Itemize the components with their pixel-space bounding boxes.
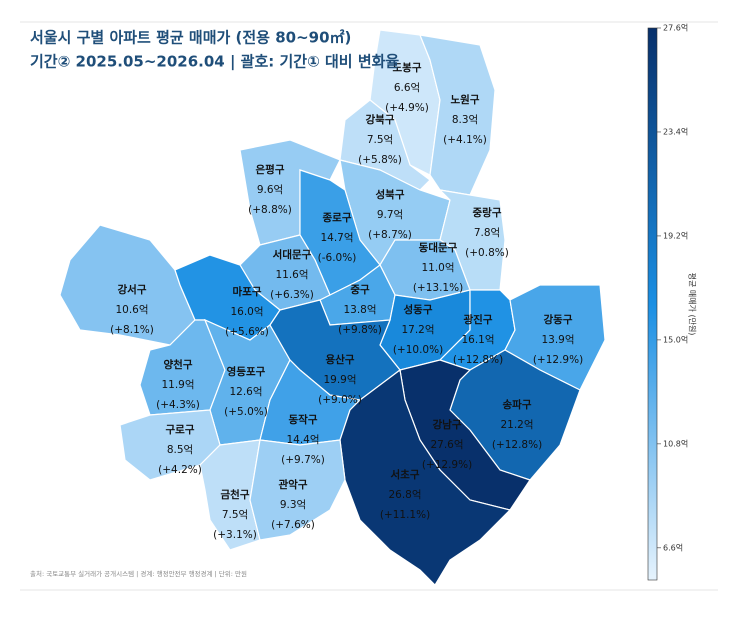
district <box>419 34 496 196</box>
district-name: 강북구 <box>366 113 395 126</box>
district-value: 7.8억 <box>474 227 500 239</box>
district-value: 16.0억 <box>230 306 263 318</box>
district-change: (+13.1%) <box>413 282 463 294</box>
district-change: (+12.8%) <box>492 439 542 451</box>
district-value: 19.9억 <box>323 374 356 386</box>
district-value: 27.6억 <box>430 439 463 451</box>
district-change: (+0.8%) <box>465 247 509 259</box>
colorbar-label: 평균 매매가 (만원) <box>688 273 698 336</box>
district <box>249 439 346 541</box>
district-change: (+10.0%) <box>393 344 443 356</box>
colorbar-tick-label: 19.2억 <box>663 230 688 240</box>
district-change: (+9.7%) <box>281 454 325 466</box>
colorbar-ticks: 6.6억 10.8억 15.0억 19.2억 23.4억 27.6억 <box>657 23 688 552</box>
district-value: 17.2억 <box>401 324 434 336</box>
district-value: 9.7억 <box>377 209 403 221</box>
district-change: (+8.8%) <box>248 204 292 216</box>
district-value: 16.1억 <box>461 334 494 346</box>
district <box>339 368 512 586</box>
district-value: 7.5억 <box>367 134 393 146</box>
district-value: 8.5억 <box>167 444 193 456</box>
district-name: 종로구 <box>323 212 352 224</box>
district-value: 12.6억 <box>229 386 262 398</box>
district-change: (+12.8%) <box>453 354 503 366</box>
district-value: 13.9억 <box>541 334 574 346</box>
district-name: 도봉구 <box>393 62 422 74</box>
district-value: 11.6억 <box>275 269 308 281</box>
district-name: 중랑구 <box>473 207 502 219</box>
district-name: 관악구 <box>279 478 308 491</box>
district-change: (+5.6%) <box>225 326 269 338</box>
colorbar-tick-label: 27.6억 <box>663 23 688 33</box>
colorbar-tick-label: 6.6억 <box>663 542 683 552</box>
source: 출처: 국토교통부 실거래가 공개시스템 | 경계: 행정안전부 행정경계 | … <box>30 569 247 578</box>
district-value: 13.8억 <box>343 304 376 316</box>
district-name: 서대문구 <box>273 248 312 261</box>
districts <box>59 29 606 586</box>
district-value: 7.5억 <box>222 509 248 521</box>
district-name: 마포구 <box>233 285 262 298</box>
colorbar <box>647 27 658 581</box>
district-change: (+9.8%) <box>338 324 382 336</box>
district-change: (+5.0%) <box>224 406 268 418</box>
title: 서울시 구별 아파트 평균 매매가 (전용 80~90㎡) <box>30 29 351 47</box>
district-name: 노원구 <box>451 93 480 106</box>
district-name: 은평구 <box>256 163 285 176</box>
district-name: 동작구 <box>289 413 318 426</box>
district-change: (+5.8%) <box>358 154 402 166</box>
district-name: 동대문구 <box>419 241 458 254</box>
district-value: 10.6억 <box>115 304 148 316</box>
district-name: 금천구 <box>221 488 250 501</box>
district-name: 양천구 <box>164 358 193 371</box>
district-change: (+4.3%) <box>156 399 200 411</box>
district-value: 26.8억 <box>388 489 421 501</box>
district-change: (-6.0%) <box>318 252 357 264</box>
colorbar-tick-label: 23.4억 <box>663 126 688 136</box>
district-value: 9.3억 <box>280 499 306 511</box>
district-change: (+12.9%) <box>533 354 583 366</box>
colorbar-tick-label: 15.0억 <box>663 334 688 344</box>
district-name: 구로구 <box>166 424 195 436</box>
district-value: 14.4억 <box>286 434 319 446</box>
colorbar-tick-label: 10.8억 <box>663 438 688 448</box>
district-name: 강서구 <box>118 283 147 296</box>
district-value: 11.9억 <box>161 379 194 391</box>
district-labels: 도봉구 6.6억 (+4.9%) 노원구 8.3억 (+4.1%) 강북구 7.5억 (+5.8… <box>110 62 583 541</box>
district-value: 14.7억 <box>320 232 353 244</box>
district-name: 서초구 <box>391 468 420 481</box>
district-value: 6.6억 <box>394 82 420 94</box>
district-change: (+11.1%) <box>380 509 430 521</box>
district-name: 송파구 <box>503 398 532 411</box>
district-value: 21.2억 <box>500 419 533 431</box>
district-value: 8.3억 <box>452 114 478 126</box>
district-name: 성동구 <box>404 303 433 316</box>
district-change: (+4.1%) <box>443 134 487 146</box>
district-name: 영등포구 <box>227 365 266 378</box>
district-change: (+7.6%) <box>271 519 315 531</box>
district-change: (+9.0%) <box>318 394 362 406</box>
district-change: (+4.2%) <box>158 464 202 476</box>
subtitle: 기간② 2025.05~2026.04 | 괄호: 기간① 대비 변화율 <box>30 53 399 72</box>
district-name: 광진구 <box>464 313 493 326</box>
district-change: (+3.1%) <box>213 529 257 541</box>
district-name: 성북구 <box>376 188 405 201</box>
district-change: (+4.9%) <box>385 102 429 114</box>
district-name: 용산구 <box>326 353 355 366</box>
district-change: (+12.9%) <box>422 459 472 471</box>
district-change: (+6.3%) <box>270 289 314 301</box>
district-name: 중구 <box>350 284 370 296</box>
district-value: 11.0억 <box>421 262 454 274</box>
district-name: 강남구 <box>433 418 462 431</box>
district-value: 9.6억 <box>257 184 283 196</box>
district-name: 강동구 <box>544 313 573 326</box>
district-change: (+8.1%) <box>110 324 154 336</box>
district-change: (+8.7%) <box>368 229 412 241</box>
